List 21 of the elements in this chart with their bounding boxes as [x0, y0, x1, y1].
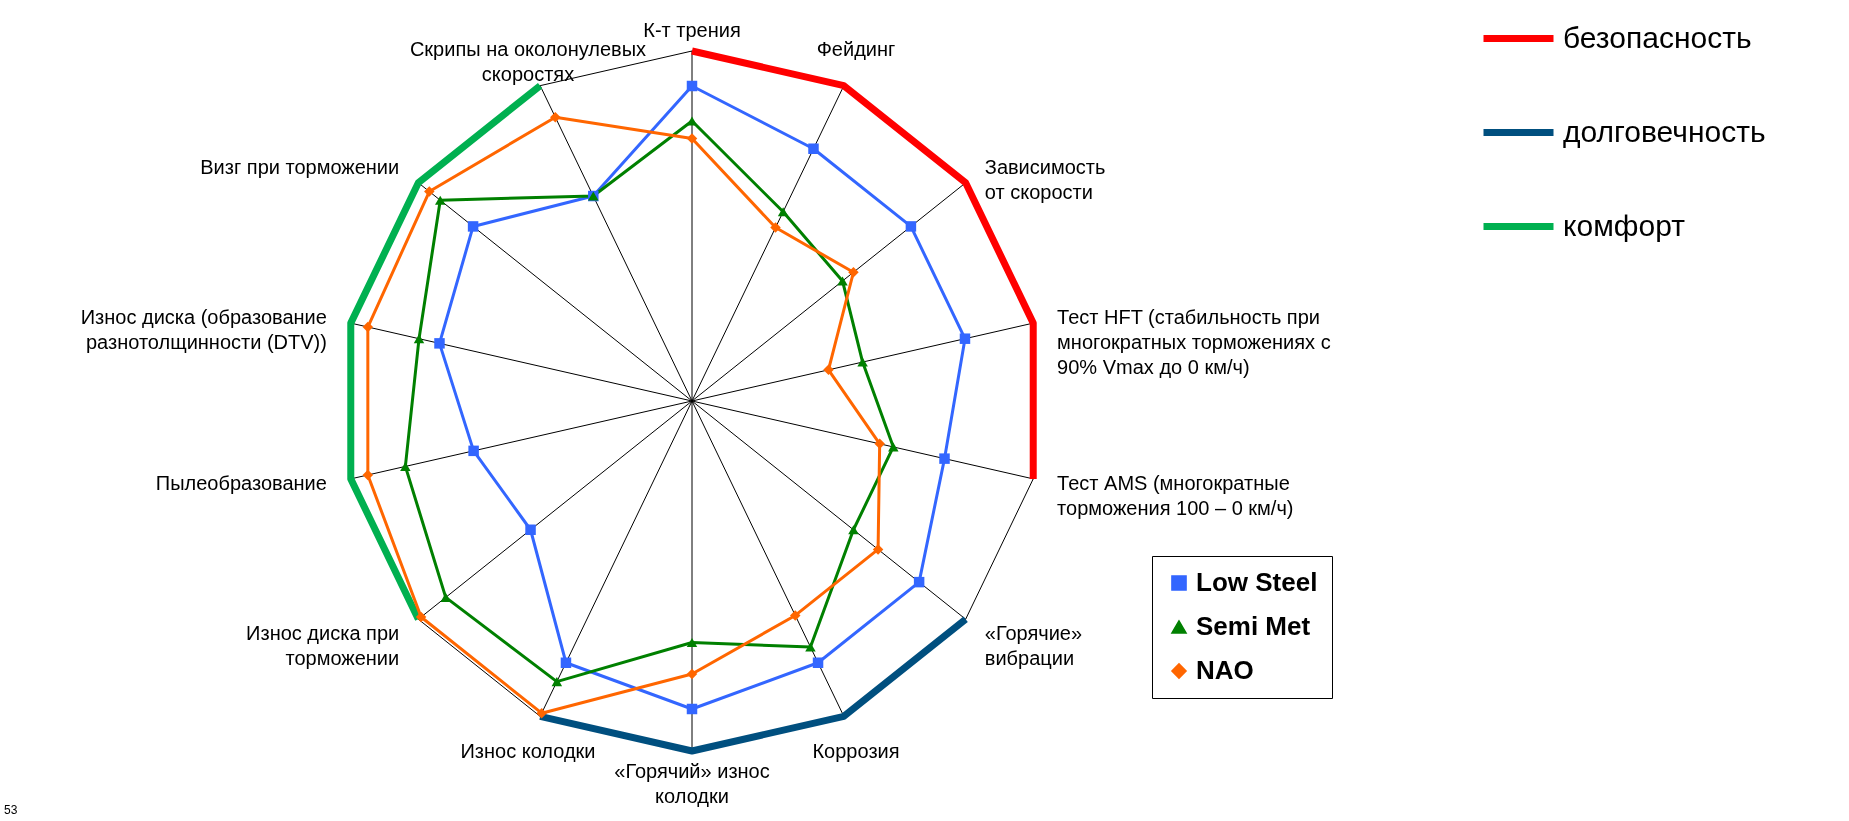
spoke-label: Пылеобразование	[155, 472, 327, 495]
spoke-label: Скрипы на околонулевых скоростях	[409, 38, 647, 86]
legend-label: Semi Met	[1196, 611, 1311, 641]
legend-label: комфорт	[1563, 208, 1686, 242]
spoke-label: К-т трения	[643, 18, 741, 41]
spoke-label: Износ диска (образование разнотолщинности (DTV))	[80, 305, 327, 353]
legend-label: Low Steel	[1196, 567, 1318, 597]
spoke-label: Износ колодки	[460, 739, 596, 762]
spoke-label: «Горячие» вибрации	[984, 622, 1083, 670]
spoke-label: Фейдинг	[816, 38, 896, 61]
spoke-label: «Горячий» износ колодки	[614, 759, 770, 807]
spoke-label: Визг при торможении	[200, 155, 400, 178]
legend-label: безопасность	[1563, 20, 1752, 54]
spoke-label: Коррозия	[812, 739, 900, 762]
spoke-label: Зависимость от скорости	[984, 155, 1106, 203]
spoke-label: Износ диска при торможении	[246, 622, 400, 670]
legend-label: долговечность	[1563, 114, 1766, 148]
spoke-label: Тест HFT (стабильность при многократных торможениях с 90% Vmax до 0 км/ч)	[1057, 305, 1331, 378]
text: 53	[4, 803, 18, 817]
legend-label: NAO	[1196, 655, 1254, 685]
spoke-label: Тест AMS (многократные торможения 100 – 0 км/ч)	[1057, 472, 1294, 520]
